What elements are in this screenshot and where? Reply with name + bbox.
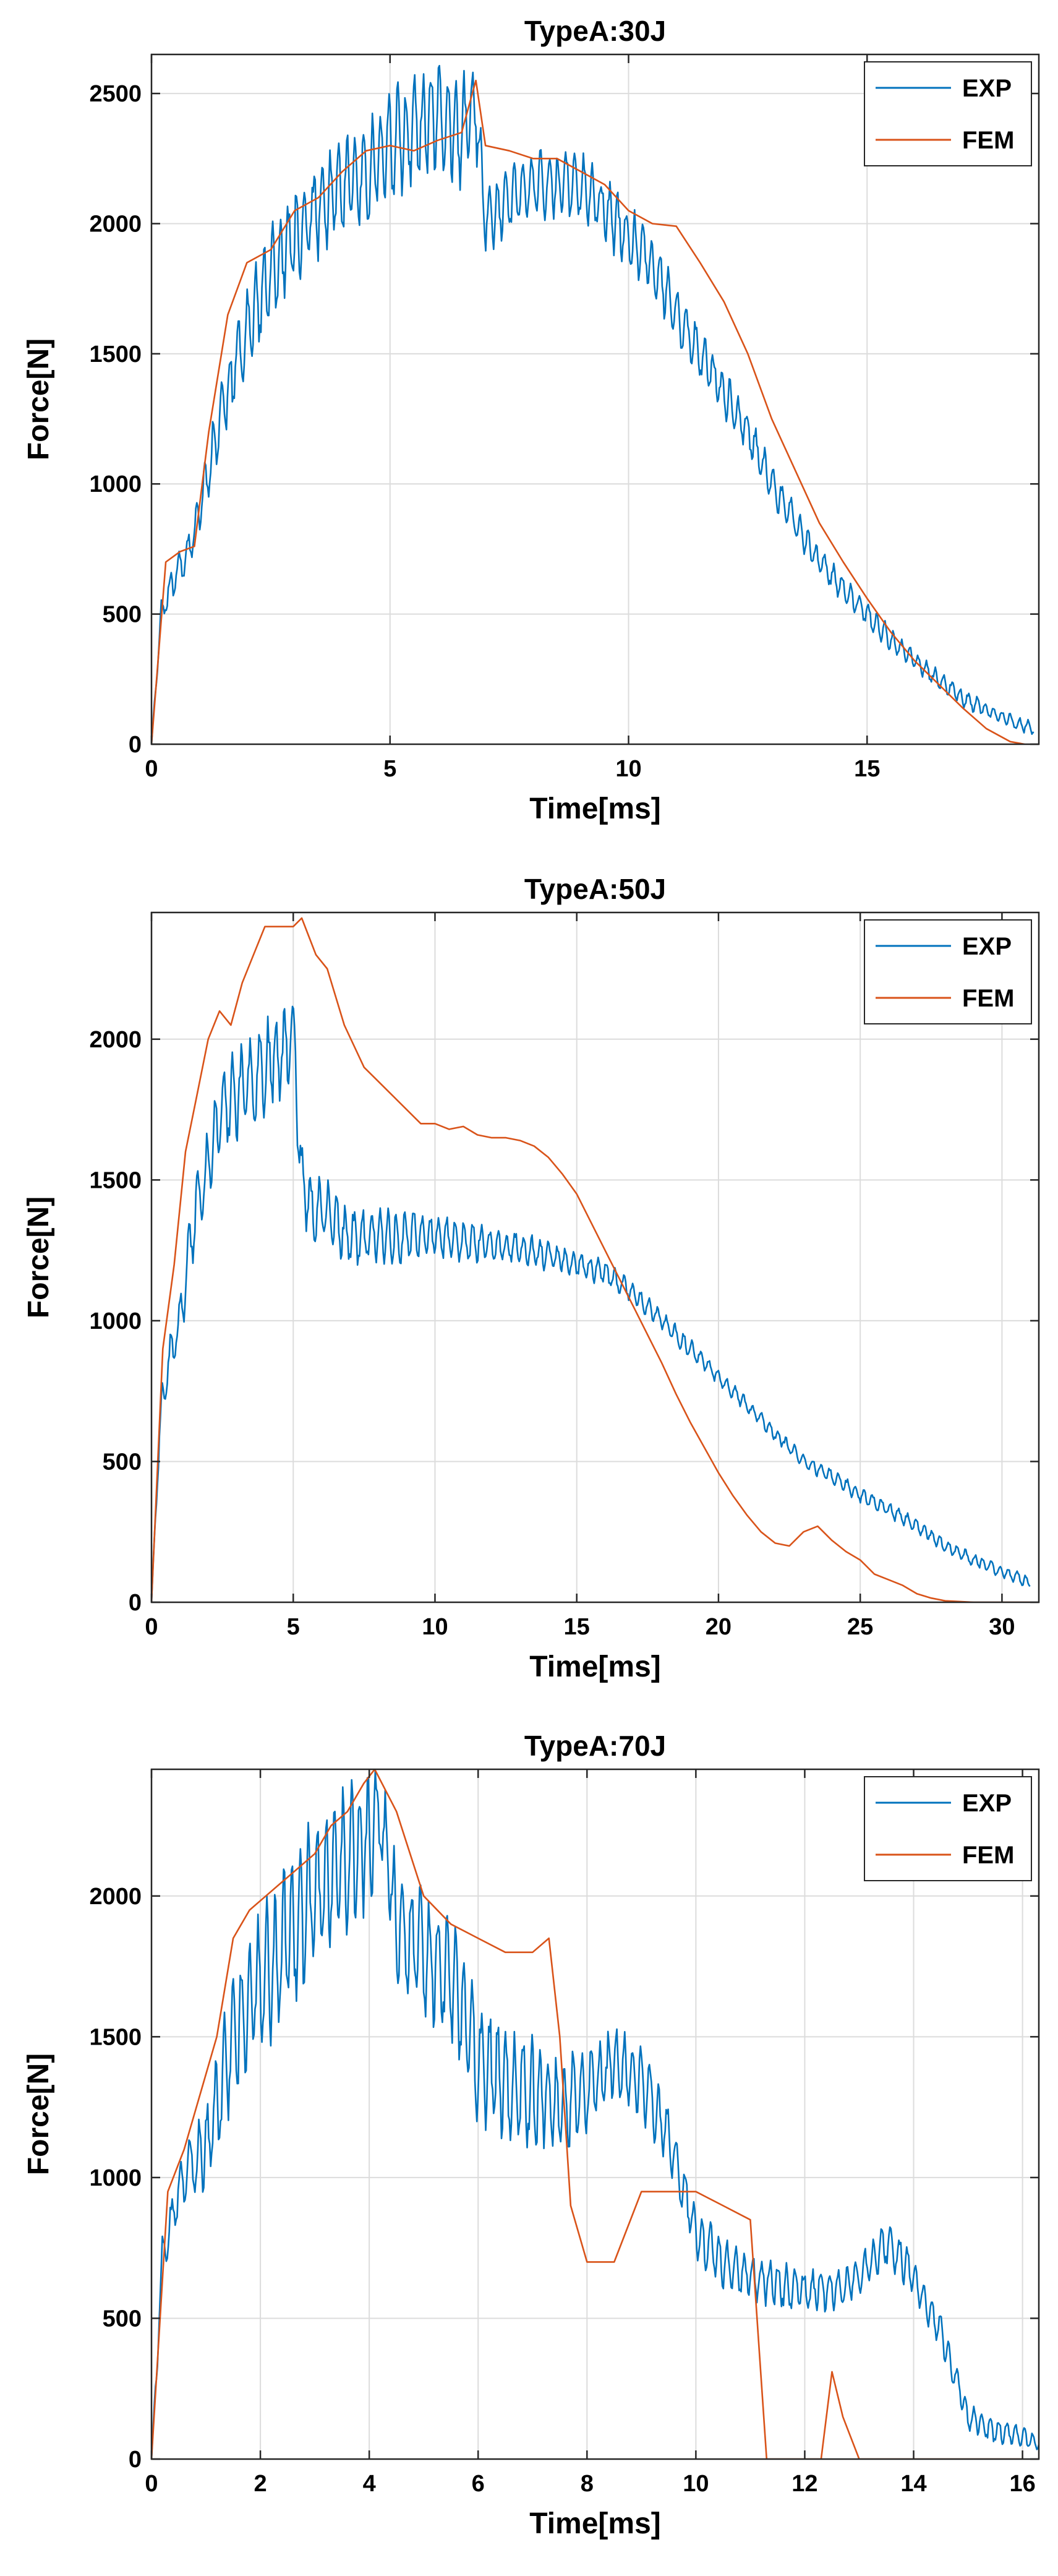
chart-3: 0 2 4 6 8 10 12 14 16 0 500 1000 1500 2000 TypeA:70J Ti… xyxy=(22,1730,1040,2540)
chart-2-legend-label-fem: FEM xyxy=(962,985,1014,1012)
chart-1-y-tick-label: 2500 xyxy=(89,81,142,107)
chart-1-legend-label-exp: EXP xyxy=(962,75,1012,102)
chart-2-x-tick-label: 20 xyxy=(706,1614,732,1640)
chart-1-x-tick-label: 10 xyxy=(615,756,641,782)
chart-3-y-tick-label: 1500 xyxy=(89,2024,142,2050)
chart-3-y-tick-label: 500 xyxy=(103,2306,142,2332)
chart-3-legend-label-fem: FEM xyxy=(962,1842,1014,1869)
chart-3-x-tick-label: 4 xyxy=(363,2471,376,2497)
chart-3-x-tick-label: 6 xyxy=(472,2471,485,2497)
chart-3-x-axis-label: Time[ms] xyxy=(529,2507,661,2540)
chart-2-title: TypeA:50J xyxy=(524,873,666,905)
chart-3-title: TypeA:70J xyxy=(524,1730,666,1762)
chart-3-series-fem-line xyxy=(151,1769,1023,2459)
chart-1-y-axis-label: Force[N] xyxy=(22,338,55,460)
chart-3-x-tick-label: 8 xyxy=(581,2471,594,2497)
chart-2-plot-area xyxy=(151,912,1039,1602)
chart-2-y-tick-label: 0 xyxy=(129,1590,142,1616)
chart-2-axes-box xyxy=(150,911,1040,1604)
chart-2-legend: EXP FEM xyxy=(864,919,1032,1024)
chart-2-y-axis-label: Force[N] xyxy=(22,1196,55,1318)
chart-2-y-tick-label: 1500 xyxy=(89,1167,142,1193)
chart-2-x-tick-label: 30 xyxy=(989,1614,1015,1640)
chart-1-series-fem-line xyxy=(151,79,1025,744)
chart-1-legend-label-fem: FEM xyxy=(962,127,1014,154)
chart-3-x-tick-label: 10 xyxy=(683,2471,709,2497)
chart-1-series-exp-line xyxy=(151,64,1035,744)
chart-1-x-tick-label: 5 xyxy=(383,756,396,782)
chart-3-legend-box xyxy=(864,1776,1032,1881)
chart-3-x-tick-label: 0 xyxy=(145,2471,158,2497)
chart-1-y-tick-label: 1500 xyxy=(89,341,142,367)
chart-2-legend-box xyxy=(864,919,1032,1024)
chart-3-y-tick-label: 0 xyxy=(129,2447,142,2473)
chart-2-x-axis-label: Time[ms] xyxy=(529,1651,661,1683)
chart-2-x-tick-label: 15 xyxy=(564,1614,590,1640)
chart-3-axes-box xyxy=(150,1768,1040,2460)
chart-3-x-tick-label: 16 xyxy=(1009,2471,1035,2497)
chart-3-legend-label-exp: EXP xyxy=(962,1790,1012,1817)
chart-1-x-tick-label: 0 xyxy=(145,756,158,782)
chart-2-y-tick-label: 2000 xyxy=(89,1027,142,1053)
chart-2-legend-label-exp: EXP xyxy=(962,933,1012,960)
chart-3-y-axis-label: Force[N] xyxy=(22,2053,55,2175)
chart-1-y-tick-label: 500 xyxy=(103,602,142,628)
chart-2-x-tick-label: 5 xyxy=(287,1614,300,1640)
chart-1-plot-area xyxy=(151,54,1039,744)
chart-2-x-tick-label: 10 xyxy=(422,1614,448,1640)
chart-1-legend-box xyxy=(864,61,1032,166)
chart-1-y-tick-label: 1000 xyxy=(89,471,142,497)
chart-2-series-fem-line xyxy=(151,917,1031,1602)
chart-2-y-tick-label: 1000 xyxy=(89,1308,142,1334)
chart-3-x-tick-label: 14 xyxy=(900,2471,926,2497)
chart-1-y-tick-label: 2000 xyxy=(89,211,142,237)
chart-2-series-exp-line xyxy=(151,1005,1031,1602)
chart-2-x-tick-label: 25 xyxy=(847,1614,873,1640)
chart-3-series-exp-line xyxy=(151,1770,1039,2459)
chart-3-legend: EXP FEM xyxy=(864,1776,1032,1881)
chart-2-y-tick-label: 500 xyxy=(103,1449,142,1475)
chart-3-y-tick-label: 1000 xyxy=(89,2165,142,2191)
chart-2: 0 5 10 15 20 25 30 0 500 1000 1500 2000 TypeA:50J Tim… xyxy=(22,873,1040,1683)
chart-1-x-axis-label: Time[ms] xyxy=(529,792,661,825)
chart-3-x-tick-label: 2 xyxy=(254,2471,267,2497)
chart-3-y-tick-label: 2000 xyxy=(89,1884,142,1910)
chart-1: 0 5 10 15 0 500 1000 1500 2000 2500 TypeA:30J Time[… xyxy=(22,15,1040,825)
chart-1-y-tick-label: 0 xyxy=(129,732,142,758)
chart-1-title: TypeA:30J xyxy=(524,15,666,47)
chart-1-legend: EXP FEM xyxy=(864,61,1032,166)
chart-2-x-tick-label: 0 xyxy=(145,1614,158,1640)
chart-1-axes-box xyxy=(150,53,1040,745)
chart-3-x-tick-label: 12 xyxy=(791,2471,817,2497)
chart-1-x-tick-label: 15 xyxy=(854,756,880,782)
